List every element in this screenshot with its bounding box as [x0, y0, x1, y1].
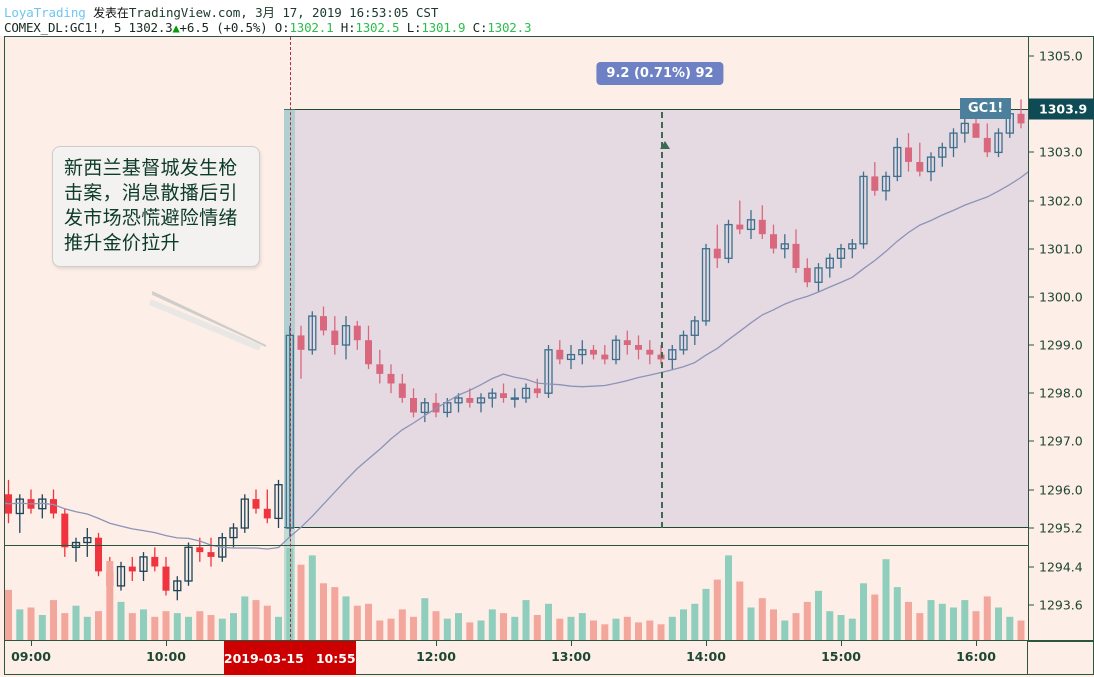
symbol-name[interactable]: COMEX_DL:GC1!, [4, 20, 107, 35]
price-tick [1029, 55, 1034, 57]
measurement-badge[interactable]: 9.2 (0.71%) 92 [596, 62, 724, 85]
published-prefix: 发表在 [93, 6, 129, 20]
price-label: 1297.0 [1039, 433, 1083, 449]
price-tick [1029, 604, 1034, 606]
selected-date: 2019-03-15 [223, 650, 304, 666]
published-site: TradingView.com, [128, 5, 248, 20]
price-label: 1301.0 [1039, 241, 1083, 257]
interval-label[interactable]: 5 [113, 20, 122, 35]
time-label: 09:00 [11, 649, 51, 664]
price-label: 1298.0 [1039, 385, 1083, 401]
symbol-price-tag[interactable]: GC1! [960, 97, 1012, 119]
open-label: O: [274, 20, 290, 35]
close-value: 1302.3 [487, 20, 532, 35]
price-label: 1293.6 [1039, 597, 1083, 613]
selected-time: 10:55 [315, 650, 356, 666]
pane-separator [5, 545, 1028, 546]
price-tick [1029, 296, 1034, 298]
selected-time-badge[interactable]: 2019-03-15 10:55 [223, 641, 356, 675]
price-change: +6.5 [179, 20, 210, 35]
price-label: 1294.4 [1039, 559, 1083, 575]
price-label: 1296.0 [1039, 482, 1083, 497]
high-value: 1302.5 [355, 20, 400, 35]
price-label: 1303.0 [1039, 144, 1083, 160]
time-label: 13:00 [551, 649, 591, 664]
price-tick [1029, 440, 1034, 442]
price-label: 1295.2 [1039, 520, 1083, 536]
low-value: 1301.9 [421, 20, 466, 35]
price-tick [1029, 489, 1034, 490]
time-label: 16:00 [956, 649, 996, 664]
price-label: 1305.0 [1039, 48, 1083, 64]
time-label: 10:00 [146, 649, 186, 664]
published-date: 3月 17, 2019 16:53:05 CST [255, 5, 439, 20]
time-tick [841, 641, 842, 646]
price-tick [1029, 248, 1034, 250]
news-annotation-callout[interactable]: 新西兰基督城发生枪击案，消息散播后引发市场恐慌避险情绪推升金价拉升 [52, 146, 260, 267]
price-label: 1300.0 [1039, 289, 1083, 305]
time-tick [976, 641, 977, 646]
price-tick [1029, 344, 1034, 346]
time-label: 14:00 [686, 649, 726, 664]
time-axis[interactable]: 09:00 10:00 12:00 13:00 14:00 15:00 16:00 2019… [4, 641, 1028, 675]
open-value: 1302.1 [289, 20, 334, 35]
time-tick [571, 641, 572, 646]
chart-plot-area[interactable] [4, 36, 1028, 641]
price-axis[interactable]: 1305.0 1303.0 1302.0 1301.0 1300.0 1299.0 1298… [1028, 36, 1094, 641]
publication-line: LoyaTrading 发表在TradingView.com, 3月 17, 2… [4, 2, 438, 21]
price-label: 1299.0 [1039, 337, 1083, 353]
annotation-text: 新西兰基督城发生枪击案，消息散播后引发市场恐慌避险情绪推升金价拉升 [64, 157, 238, 254]
close-label: C: [472, 20, 488, 35]
measure-arrow-head-icon [660, 140, 670, 149]
time-label: 15:00 [821, 649, 861, 664]
high-label: H: [340, 20, 356, 35]
candlestick-series [5, 99, 1025, 601]
time-tick [436, 641, 437, 646]
moving-average-line [5, 171, 1028, 550]
up-arrow-icon: ▲ [172, 21, 180, 35]
time-tick [31, 641, 32, 646]
volume-series [5, 548, 1025, 640]
price-tick [1029, 200, 1034, 201]
brand-name[interactable]: LoyaTrading [4, 5, 86, 20]
price-tick [1029, 566, 1034, 568]
price-tick [1029, 151, 1034, 153]
low-label: L: [406, 20, 422, 35]
last-price: 1302.3 [128, 20, 173, 35]
price-label: 1302.0 [1039, 193, 1083, 208]
time-label: 12:00 [416, 649, 456, 664]
current-price-label[interactable]: 1303.9 [1029, 98, 1094, 120]
price-tick [1029, 527, 1034, 529]
price-tick [1029, 392, 1034, 394]
price-change-percent: (+0.5%) [216, 20, 268, 35]
axis-corner [1028, 641, 1094, 675]
time-tick [166, 641, 167, 646]
time-tick [706, 641, 707, 646]
symbol-info-line: COMEX_DL:GC1!, 5 1302.3▲+6.5 (+0.5%) O:1… [4, 20, 531, 35]
